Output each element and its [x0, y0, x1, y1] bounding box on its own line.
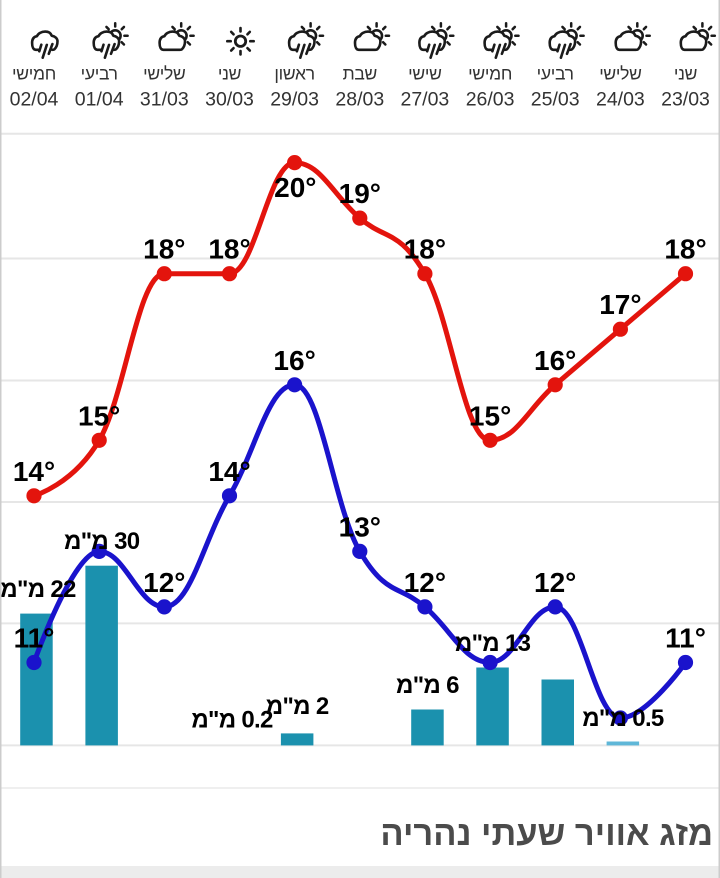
svg-text:11°: 11°	[14, 623, 55, 654]
svg-text:16°: 16°	[534, 345, 576, 376]
svg-text:02/04: 02/04	[10, 89, 59, 111]
svg-text:שני: שני	[674, 64, 698, 84]
svg-text:27/03: 27/03	[400, 89, 449, 111]
svg-text:01/04: 01/04	[75, 89, 124, 111]
svg-text:שישי: שישי	[408, 64, 442, 84]
svg-text:שבת: שבת	[343, 64, 378, 84]
svg-text:17°: 17°	[599, 289, 641, 320]
svg-text:15°: 15°	[78, 400, 120, 431]
svg-text:12°: 12°	[143, 567, 185, 598]
svg-text:רביעי: רביעי	[81, 64, 118, 84]
svg-text:23/03: 23/03	[661, 89, 710, 111]
svg-text:18°: 18°	[664, 234, 706, 265]
svg-text:14°: 14°	[208, 456, 250, 487]
svg-text:18°: 18°	[208, 234, 250, 265]
svg-text:12°: 12°	[404, 567, 446, 598]
svg-text:‭מ"מ 0.5‬: ‭מ"מ 0.5‬	[582, 705, 664, 732]
svg-text:28/03: 28/03	[335, 89, 384, 111]
svg-text:‭מ"מ 22‬: ‭מ"מ 22‬	[0, 576, 76, 603]
svg-text:רביעי: רביעי	[537, 64, 574, 84]
svg-text:חמישי: חמישי	[12, 64, 56, 84]
svg-text:שלישי: שלישי	[599, 64, 642, 84]
svg-text:18°: 18°	[143, 234, 185, 265]
svg-text:‭מ"מ 30‬: ‭מ"מ 30‬	[64, 528, 140, 555]
svg-text:16°: 16°	[273, 345, 315, 376]
svg-text:שלישי: שלישי	[143, 64, 186, 84]
svg-text:14°: 14°	[13, 456, 55, 487]
svg-text:15°: 15°	[469, 400, 511, 431]
svg-text:ראשון: ראשון	[274, 64, 314, 84]
svg-text:25/03: 25/03	[531, 89, 580, 111]
svg-text:חמישי: חמישי	[468, 64, 512, 84]
svg-text:24/03: 24/03	[596, 89, 645, 111]
svg-text:‭מ"מ 2‬: ‭מ"מ 2‬	[266, 693, 329, 720]
svg-text:שני: שני	[218, 64, 242, 84]
svg-text:‭מ"מ 6‬: ‭מ"מ 6‬	[396, 672, 459, 699]
svg-text:20°: 20°	[274, 172, 316, 203]
svg-text:‭מ"מ 0.2‬: ‭מ"מ 0.2‬	[191, 707, 273, 734]
svg-text:מזג אוויר שעתי נהריה: מזג אוויר שעתי נהריה	[380, 815, 713, 853]
svg-text:31/03: 31/03	[140, 89, 189, 111]
svg-text:12°: 12°	[534, 567, 576, 598]
svg-text:29/03: 29/03	[270, 89, 319, 111]
svg-text:13°: 13°	[339, 511, 381, 542]
svg-text:26/03: 26/03	[466, 89, 515, 111]
svg-text:‭מ"מ 13‬: ‭מ"מ 13‬	[455, 630, 531, 657]
svg-text:19°: 19°	[339, 178, 381, 209]
svg-text:18°: 18°	[404, 234, 446, 265]
svg-text:11°: 11°	[665, 623, 706, 654]
svg-text:30/03: 30/03	[205, 89, 254, 111]
